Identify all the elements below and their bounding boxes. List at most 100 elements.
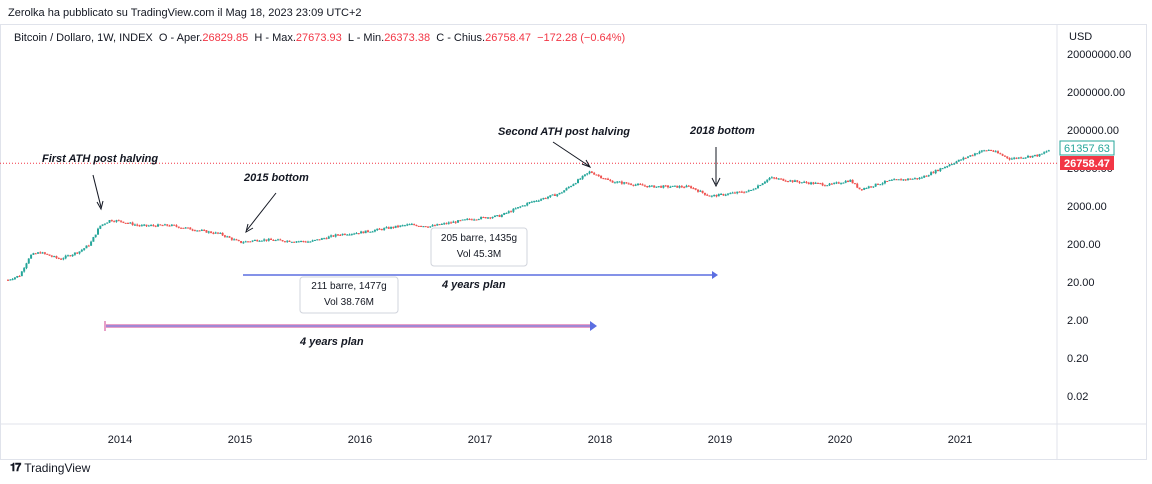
y-tick-label: 2.00	[1067, 315, 1088, 327]
close-value: 26758.47	[485, 32, 531, 44]
candle	[473, 218, 476, 221]
candle	[417, 225, 420, 227]
upper-price-label: 61357.63	[1064, 143, 1110, 155]
candle	[976, 153, 979, 155]
annotation-2015-bottom-arrow	[246, 192, 277, 231]
candle	[551, 194, 554, 196]
measure-box-2-line2: Vol 38.76M	[324, 297, 374, 308]
candle	[558, 192, 561, 195]
candle	[851, 179, 854, 184]
candle	[493, 215, 496, 218]
footer: 𝟏𝟕 TradingView	[10, 461, 90, 475]
candle	[895, 179, 898, 181]
price-axis[interactable]: 20000000.002000000.00200000.0020000.0020…	[1067, 49, 1131, 403]
candle	[408, 223, 411, 226]
candle	[480, 216, 483, 220]
candle	[563, 190, 566, 193]
candle	[667, 185, 669, 189]
candle	[207, 230, 210, 234]
candle	[343, 233, 346, 236]
candle	[376, 228, 379, 232]
candle	[154, 225, 157, 228]
candle	[364, 230, 367, 234]
candle	[930, 171, 933, 176]
candle	[890, 179, 893, 181]
candle	[514, 207, 517, 210]
candle	[683, 186, 686, 189]
candle	[535, 200, 538, 202]
x-tick-label: 2020	[828, 434, 852, 446]
candle	[607, 177, 609, 181]
candle	[337, 233, 339, 236]
candle	[450, 221, 453, 224]
candle	[639, 183, 642, 185]
candle	[94, 234, 97, 238]
candle	[729, 192, 732, 195]
candle	[288, 240, 291, 243]
candle	[886, 180, 889, 182]
candle	[431, 224, 434, 227]
candle	[1024, 157, 1027, 159]
candle	[521, 205, 524, 207]
candle	[902, 179, 905, 181]
y-tick-label: 200000.00	[1067, 125, 1119, 137]
candle	[565, 187, 568, 191]
ohlc-legend: Bitcoin / Dollaro, 1W, INDEX O - Aper.26…	[14, 32, 625, 44]
candle	[170, 224, 173, 227]
candle	[124, 222, 127, 224]
candle	[641, 183, 644, 186]
candle	[828, 182, 831, 186]
candle	[743, 191, 746, 194]
measure-blue[interactable]	[243, 271, 718, 279]
candle	[768, 177, 771, 181]
candle	[11, 278, 14, 281]
candle	[258, 240, 261, 242]
candle	[1010, 157, 1013, 160]
candle	[685, 184, 688, 188]
candle	[163, 223, 166, 226]
candle	[710, 195, 713, 198]
candle	[97, 227, 99, 235]
candle	[722, 193, 725, 196]
candle	[482, 216, 485, 219]
candle	[634, 183, 637, 187]
candle	[597, 174, 600, 177]
candle	[805, 181, 808, 184]
candle	[332, 235, 335, 237]
candle	[821, 182, 824, 187]
candle	[655, 186, 658, 188]
candle	[429, 226, 432, 228]
candle	[904, 179, 907, 181]
candle	[210, 231, 213, 234]
candle	[353, 232, 356, 235]
annotation-2018-bottom: 2018 bottom	[689, 125, 755, 137]
candle	[673, 185, 676, 187]
candle	[76, 252, 79, 255]
candle	[948, 163, 951, 167]
candle	[618, 181, 621, 183]
candle	[888, 179, 891, 182]
candle	[579, 177, 582, 180]
candle	[759, 184, 762, 187]
candle	[103, 223, 106, 226]
time-axis[interactable]: 2014 2015 2016 2017 2018 2019 2020 2021	[108, 434, 972, 446]
candle	[196, 230, 199, 232]
candle	[980, 150, 983, 153]
candle	[796, 179, 799, 183]
candle	[583, 174, 586, 177]
candle	[55, 255, 58, 259]
y-tick-label: 2000.00	[1067, 201, 1107, 213]
candle	[433, 224, 436, 227]
candle	[217, 232, 219, 235]
candle	[443, 222, 446, 225]
candle	[960, 159, 963, 161]
candles[interactable]	[7, 149, 1050, 281]
candle	[1043, 151, 1046, 155]
candle	[766, 179, 769, 183]
measure-pink[interactable]	[104, 321, 597, 331]
candle	[586, 173, 589, 176]
candle	[350, 233, 353, 236]
annotation-second-ath: Second ATH post halving	[498, 126, 630, 138]
candle	[325, 237, 328, 240]
